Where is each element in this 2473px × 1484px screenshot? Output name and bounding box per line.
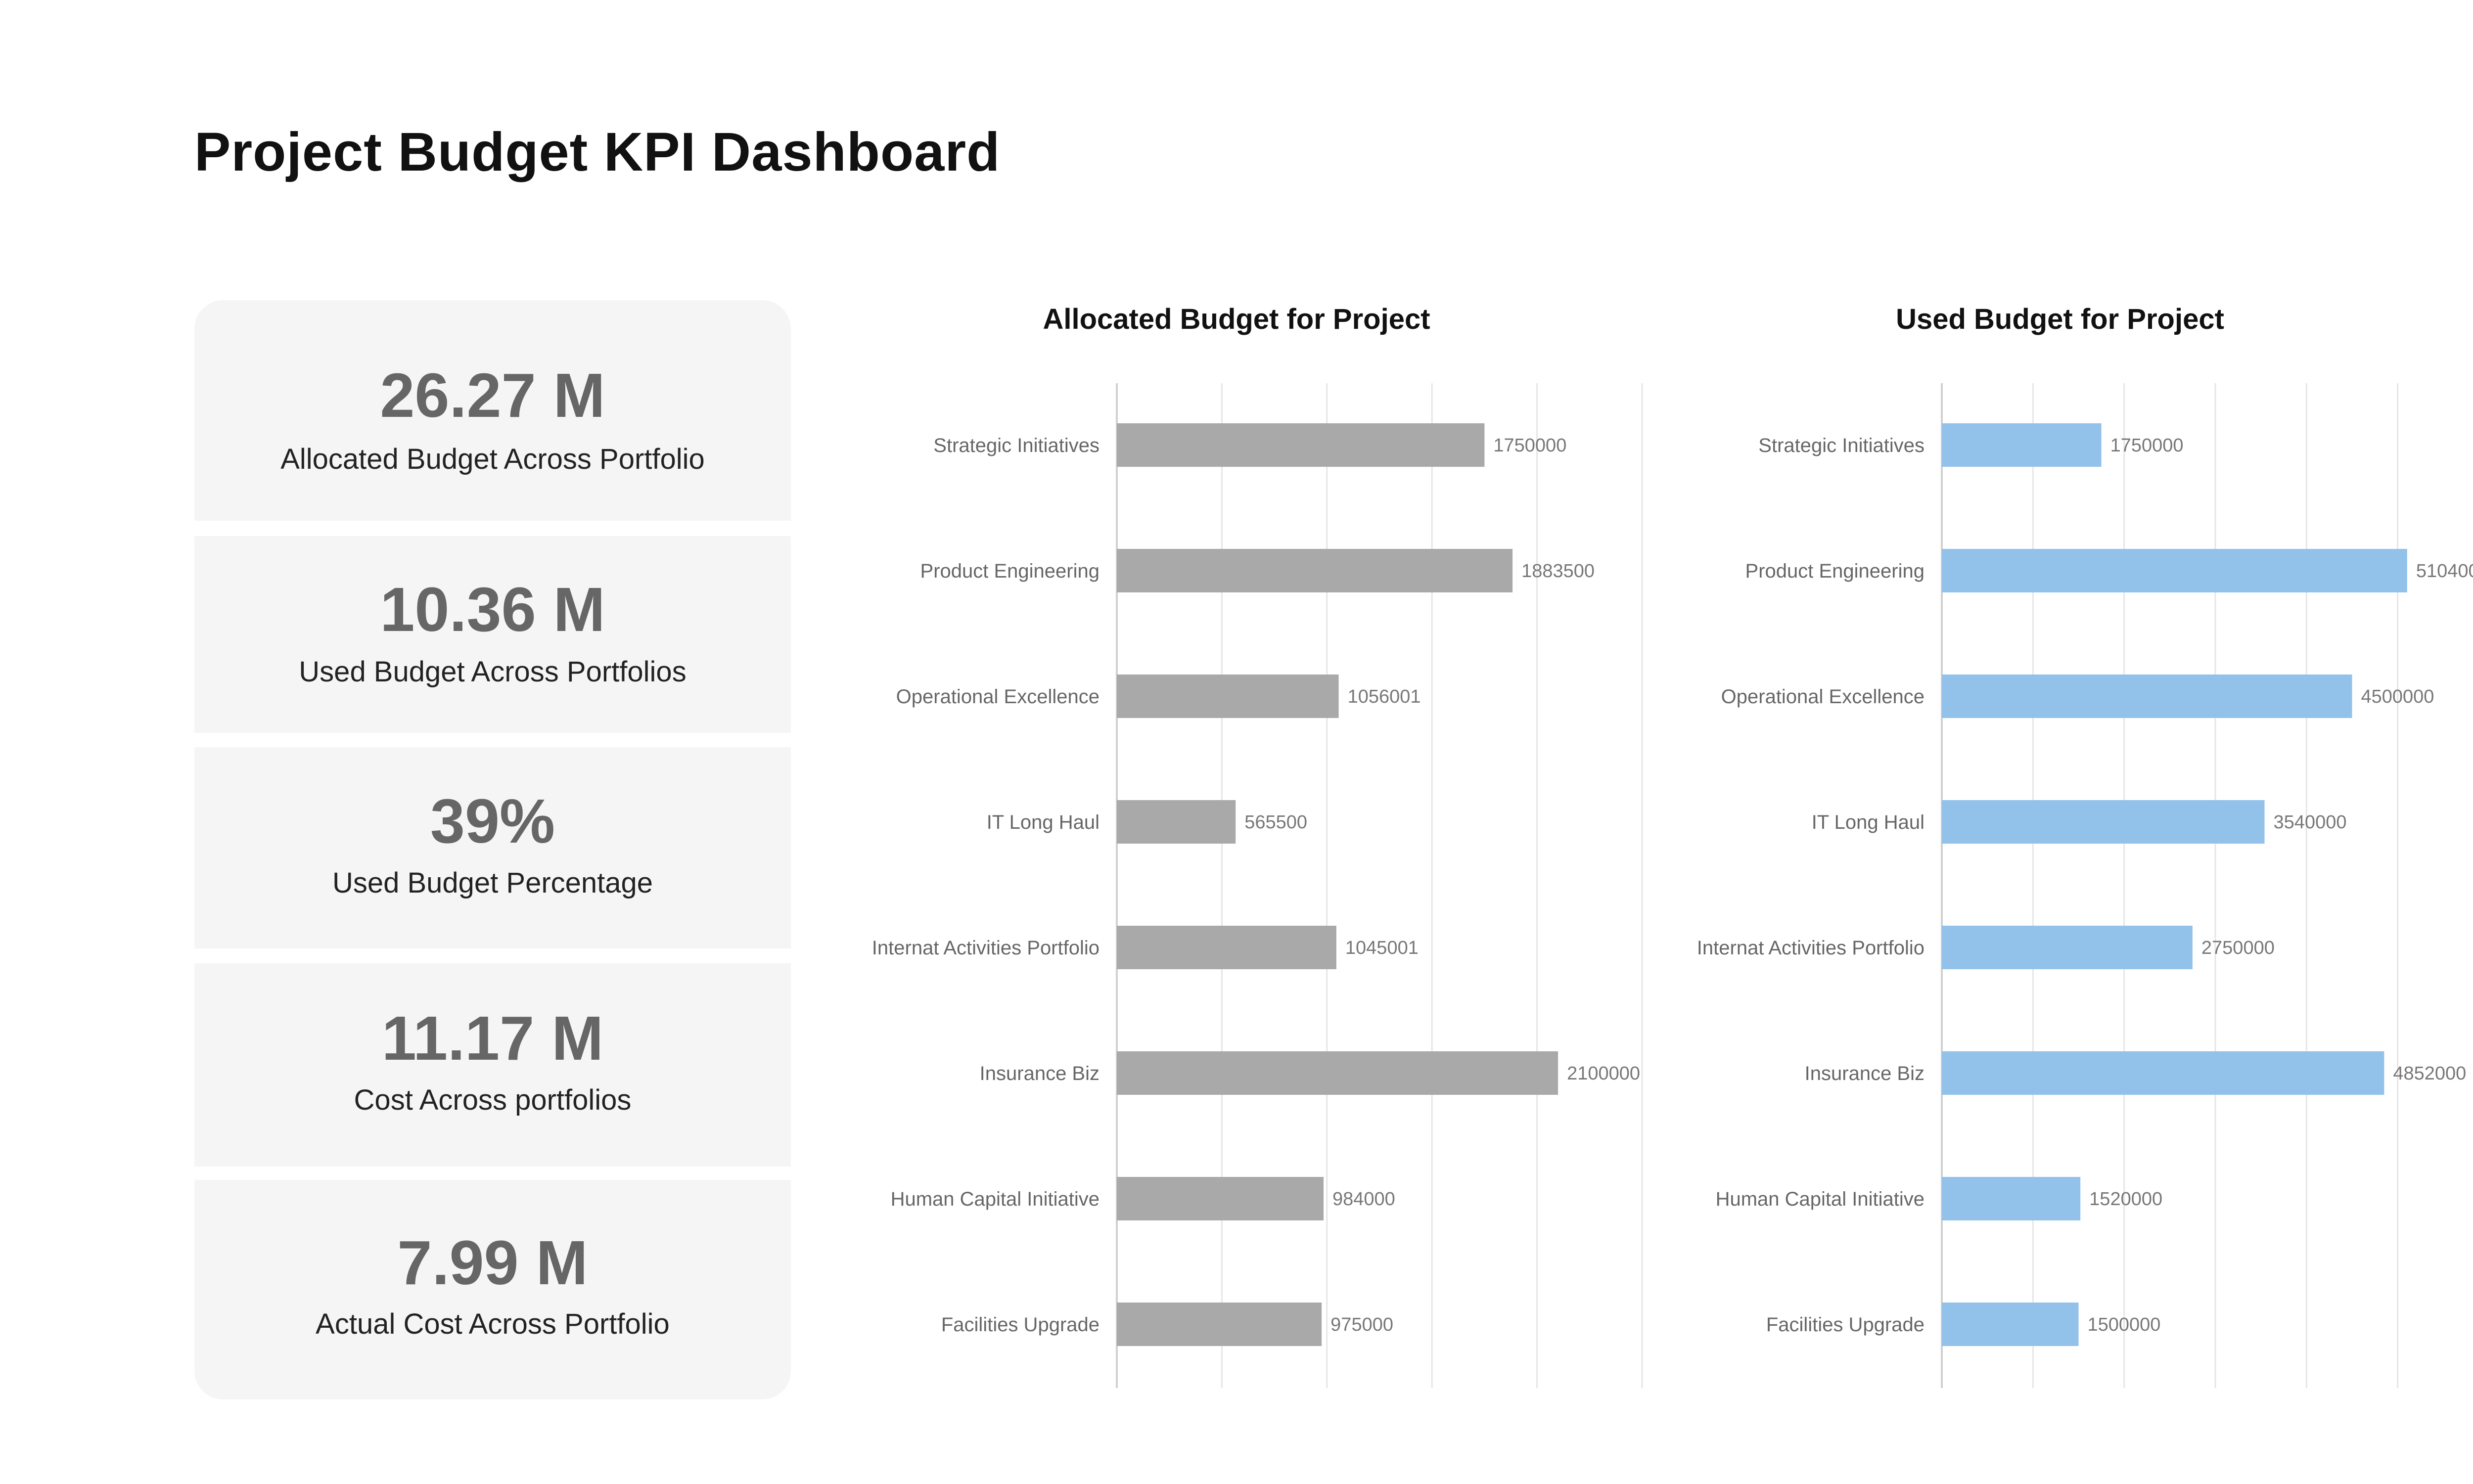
used-bar <box>1942 800 2265 844</box>
allocated-bar <box>1117 549 1513 592</box>
kpi-label: Cost Across portfolios <box>354 1084 632 1116</box>
kpi-card-used-budget: 10.36 M Used Budget Across Portfolios <box>194 536 791 733</box>
used-bar <box>1942 1177 2081 1220</box>
kpi-card-allocated-budget: 26.27 M Allocated Budget Across Portfoli… <box>194 300 791 521</box>
allocated-category-label: Insurance Biz <box>980 1063 1099 1084</box>
allocated-data-label: 2100000 <box>1567 1063 1640 1084</box>
allocated-category-label: Internat Activities Portfolio <box>872 937 1099 959</box>
kpi-label: Used Budget Across Portfolios <box>299 656 687 688</box>
used-data-label: 1520000 <box>2089 1189 2162 1210</box>
used-category-label: Internat Activities Portfolio <box>1697 937 1924 959</box>
kpi-value: 11.17 M <box>381 1003 604 1073</box>
allocated-category-label: Operational Excellence <box>896 686 1099 708</box>
allocated-data-label: 975000 <box>1330 1314 1393 1335</box>
allocated-bar <box>1117 800 1236 844</box>
kpi-value: 26.27 M <box>380 360 605 430</box>
kpi-card-used-percentage: 39% Used Budget Percentage <box>194 747 791 948</box>
allocated-data-label: 565500 <box>1244 812 1307 833</box>
allocated-category-label: Strategic Initiatives <box>933 435 1099 456</box>
used-data-label: 3540000 <box>2274 812 2347 833</box>
used-data-label: 1750000 <box>2110 435 2184 456</box>
kpi-value: 10.36 M <box>380 575 605 644</box>
used-data-label: 4852000 <box>2393 1063 2466 1084</box>
used-data-label: 5104000 <box>2416 561 2473 582</box>
used-category-label: Operational Excellence <box>1721 686 1924 708</box>
used-bar <box>1942 1303 2079 1346</box>
kpi-card-cost: 11.17 M Cost Across portfolios <box>194 963 791 1167</box>
used-data-label: 2750000 <box>2201 938 2275 958</box>
used-category-label: Product Engineering <box>1745 560 1924 582</box>
kpi-label: Allocated Budget Across Portfolio <box>280 443 705 475</box>
allocated-bar <box>1117 423 1485 467</box>
allocated-bar <box>1117 1051 1558 1095</box>
allocated-data-label: 984000 <box>1332 1189 1395 1210</box>
kpi-value: 7.99 M <box>397 1228 588 1298</box>
allocated-category-label: Product Engineering <box>920 560 1099 582</box>
used-data-label: 4500000 <box>2361 686 2434 707</box>
used-category-label: Insurance Biz <box>1805 1063 1924 1084</box>
kpi-label: Used Budget Percentage <box>332 867 653 899</box>
used-bar <box>1942 926 2193 969</box>
allocated-data-label: 1056001 <box>1348 686 1421 707</box>
used-bar <box>1942 423 2102 467</box>
used-category-label: IT Long Haul <box>1812 811 1924 833</box>
used-category-label: Facilities Upgrade <box>1766 1314 1924 1336</box>
kpi-label: Actual Cost Across Portfolio <box>316 1308 670 1340</box>
allocated-bar <box>1117 926 1336 969</box>
allocated-data-label: 1883500 <box>1521 561 1595 582</box>
page-title: Project Budget KPI Dashboard <box>194 122 1001 182</box>
allocated-bar <box>1117 1303 1322 1346</box>
used-bar <box>1942 675 2352 718</box>
used-category-label: Human Capital Initiative <box>1716 1188 1924 1210</box>
allocated-category-label: Human Capital Initiative <box>891 1188 1099 1210</box>
allocated-bar <box>1117 1177 1324 1220</box>
allocated-data-label: 1750000 <box>1493 435 1566 456</box>
allocated-chart-title: Allocated Budget for Project <box>1043 303 1430 335</box>
used-data-label: 1500000 <box>2088 1314 2161 1335</box>
kpi-card-actual-cost: 7.99 M Actual Cost Across Portfolio <box>194 1180 791 1399</box>
used-category-label: Strategic Initiatives <box>1758 435 1924 456</box>
allocated-category-label: Facilities Upgrade <box>941 1314 1099 1336</box>
allocated-data-label: 1045001 <box>1345 938 1419 958</box>
used-bar <box>1942 1051 2384 1095</box>
kpi-value: 39% <box>430 786 555 856</box>
used-bar <box>1942 549 2407 592</box>
allocated-category-label: IT Long Haul <box>987 811 1099 833</box>
used-chart-title: Used Budget for Project <box>1896 303 2224 335</box>
allocated-bar <box>1117 675 1339 718</box>
